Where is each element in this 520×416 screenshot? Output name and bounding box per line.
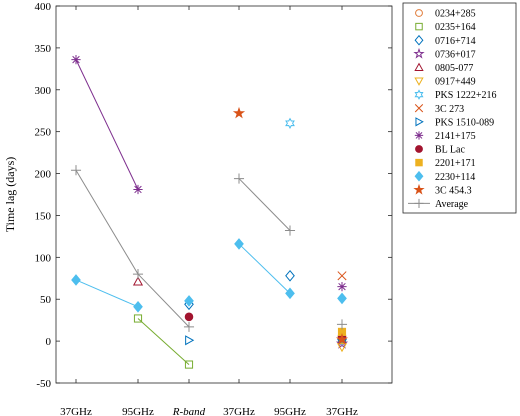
data-point-average bbox=[284, 225, 296, 236]
series-line-0235-164 bbox=[137, 318, 190, 365]
x-tick-label-line1: 95GHz bbox=[274, 406, 306, 416]
legend-marker-2201-171 bbox=[415, 158, 423, 167]
legend-marker-pks-1510-089 bbox=[415, 117, 424, 127]
y-tick-label: 250 bbox=[35, 127, 52, 139]
y-tick-label: 0 bbox=[46, 336, 52, 348]
y-tick-label: 50 bbox=[40, 294, 52, 306]
x-tick-label-line1: R-band bbox=[172, 406, 206, 416]
x-tick-label-line1: 37GHz bbox=[60, 406, 92, 416]
legend-marker-pks-1222-216 bbox=[414, 89, 424, 100]
plot-area bbox=[56, 6, 392, 383]
data-point-2230-114 bbox=[184, 295, 194, 307]
legend-marker-0235-164 bbox=[415, 22, 423, 31]
data-point-2141-175 bbox=[71, 54, 81, 65]
legend-label-0235-164: 0235+164 bbox=[435, 22, 476, 33]
axes: -5005010015020025030035040037GHzvs γ-ray… bbox=[35, 1, 393, 416]
legend-marker-3c-273 bbox=[414, 104, 424, 113]
legend-marker-0234-285 bbox=[415, 9, 423, 17]
legend-marker-2141-175 bbox=[414, 131, 424, 140]
legend-marker-3c-454-3 bbox=[413, 183, 425, 195]
data-point-2230-114 bbox=[234, 238, 244, 250]
legend-label-2141-175: 2141+175 bbox=[435, 131, 476, 142]
data-point-0235-164 bbox=[133, 314, 143, 323]
data-point-3c-273 bbox=[337, 271, 347, 281]
series-line-average bbox=[238, 178, 291, 231]
axes-frame bbox=[55, 5, 393, 384]
data-point-2141-175 bbox=[133, 184, 143, 195]
legend-label-0917-449: 0917+449 bbox=[435, 77, 476, 88]
legend-label-pks-1222-216: PKS 1222+216 bbox=[435, 90, 496, 101]
data-point-average bbox=[183, 321, 195, 332]
data-point-0736-017 bbox=[335, 337, 349, 349]
y-tick-label: 150 bbox=[35, 210, 52, 222]
legend-marker-0917-449 bbox=[414, 77, 424, 86]
y-tick-label: 400 bbox=[35, 1, 52, 13]
legend-label-3c-454-3: 3C 454.3 bbox=[435, 185, 472, 196]
data-markers bbox=[70, 54, 349, 369]
legend-marker-bl-lac bbox=[415, 145, 423, 153]
x-tick-label-line1: 37GHz bbox=[326, 406, 358, 416]
series-line-2141-175 bbox=[75, 59, 139, 190]
data-point-bl-lac bbox=[184, 312, 194, 322]
data-point-3c-454-3 bbox=[232, 106, 246, 119]
data-point-average bbox=[70, 165, 82, 176]
data-point-0917-449 bbox=[336, 343, 348, 353]
legend-label-0736-017: 0736+017 bbox=[435, 49, 476, 60]
data-point-average bbox=[132, 269, 144, 280]
plot-background bbox=[56, 6, 392, 383]
legend-label-2230-114: 2230+114 bbox=[435, 172, 475, 183]
x-tick-label-line1: 95GHz bbox=[122, 406, 154, 416]
y-axis-label: Time lag (days) bbox=[3, 157, 17, 233]
y-tick-label: 350 bbox=[35, 43, 52, 55]
legend-marker-average bbox=[414, 198, 424, 208]
y-tick-label: 100 bbox=[35, 252, 52, 264]
legend-label-2201-171: 2201+171 bbox=[435, 158, 476, 169]
legend-label-3c-273: 3C 273 bbox=[435, 104, 464, 115]
legend-label-0234-285: 0234+285 bbox=[435, 9, 476, 20]
data-point-2230-114 bbox=[337, 292, 347, 305]
data-point-average bbox=[336, 319, 348, 330]
data-point-0716-714 bbox=[285, 269, 295, 282]
y-tick-label: 200 bbox=[35, 169, 52, 181]
legend-label-bl-lac: BL Lac bbox=[435, 145, 465, 156]
data-point-2230-114 bbox=[133, 300, 143, 313]
legend: 0234+285 0235+164 0716+714 0736+017 0805-077… bbox=[402, 2, 517, 214]
legend-label-pks-1510-089: PKS 1510-089 bbox=[435, 117, 494, 128]
data-point-2141-175 bbox=[337, 282, 347, 292]
data-point-0805-077 bbox=[132, 276, 144, 286]
series-lines bbox=[75, 59, 291, 365]
legend-marker-0716-714 bbox=[414, 34, 424, 46]
data-point-2230-114 bbox=[285, 287, 295, 300]
legend-marker-2230-114 bbox=[414, 170, 424, 182]
series-line-average bbox=[75, 169, 139, 275]
series-line-2230-114 bbox=[75, 279, 139, 308]
series-line-2230-114 bbox=[238, 243, 291, 294]
x-tick-label-line1: 37GHz bbox=[223, 406, 255, 416]
legend-label-average: Average bbox=[435, 199, 469, 210]
data-point-2230-114 bbox=[71, 274, 81, 286]
legend-marker-0805-077 bbox=[414, 62, 424, 71]
legend-label-0716-714: 0716+714 bbox=[435, 36, 476, 47]
legend-label-0805-077: 0805-077 bbox=[435, 63, 473, 74]
data-point-average bbox=[233, 173, 245, 184]
data-point-3c-454-3 bbox=[335, 333, 349, 345]
y-tick-label: 300 bbox=[35, 85, 52, 97]
data-point-0235-164 bbox=[184, 360, 194, 369]
data-point-pks-1222-216 bbox=[285, 117, 295, 129]
y-tick-label: -50 bbox=[36, 378, 51, 390]
legend-marker-0736-017 bbox=[413, 47, 425, 59]
series-line-average bbox=[137, 273, 190, 328]
data-point-pks-1510-089 bbox=[185, 335, 195, 346]
